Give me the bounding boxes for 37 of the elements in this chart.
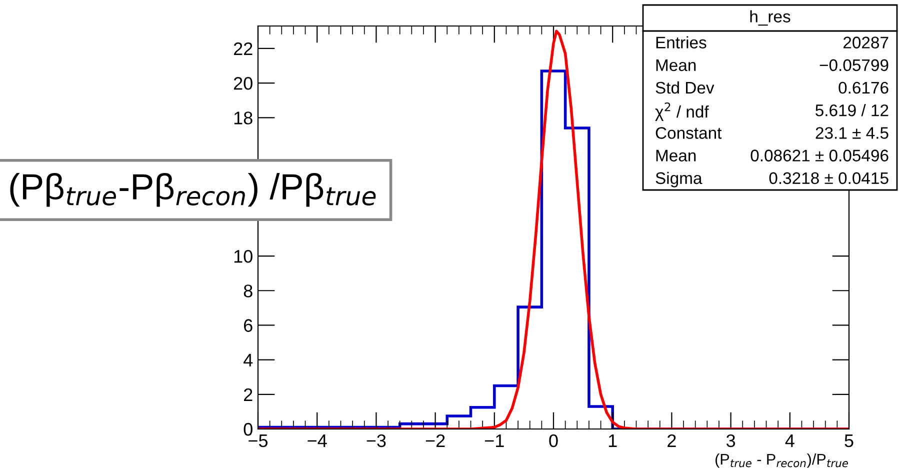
y-tick-label: 0 [244, 422, 252, 436]
y-tick-label: 2 [244, 388, 252, 401]
y-tick-label: 4 [244, 354, 253, 366]
x-tick-label: −1 [485, 434, 504, 447]
annotation: Mean [656, 59, 696, 72]
annotation: (Pβ$_{true}$-Pβ$_{recon}$) /Pβ$_{true}$ [10, 173, 376, 207]
annotation: 0.6176 [838, 82, 888, 94]
x-tick-label: 3 [726, 434, 736, 448]
x-tick-label: 2 [668, 434, 676, 447]
annotation: −0.05799 [820, 59, 888, 72]
annotation: 0.08621 ± 0.05496 [750, 150, 888, 162]
x-tick-label: 5 [844, 434, 854, 448]
annotation: Mean [656, 150, 696, 162]
annotation: 20287 [843, 36, 888, 48]
annotation: Sigma [656, 172, 702, 188]
text: h_res [750, 10, 790, 26]
x-tick-label: 4 [785, 434, 794, 447]
y-tick-label: 20 [234, 77, 252, 90]
x-tick-label: 1 [608, 434, 617, 447]
y-tick-label: 8 [244, 284, 252, 298]
y-tick-label: 22 [234, 42, 252, 56]
annotation: Std Dev [656, 81, 714, 94]
y-tick-label: 10 [234, 250, 252, 263]
x-tick-label: 0 [549, 434, 558, 448]
annotation: 5.619 / 12 [816, 104, 888, 116]
x-tick-label: −2 [426, 434, 445, 447]
y-tick-label: 18 [234, 112, 252, 124]
annotation: Entries [656, 36, 706, 48]
y-tick-label: 6 [244, 319, 252, 332]
annotation: χ$^{2}$ / ndf [655, 102, 709, 121]
x-tick-label: −4 [308, 434, 327, 447]
annotation: 23.1 ± 4.5 [816, 127, 888, 139]
annotation: 0.3218 ± 0.0415 [769, 172, 888, 184]
x-tick-label: −3 [366, 434, 386, 448]
x-tick-label: −5 [248, 434, 268, 448]
x-axis-title: (P$_{true}$ - P$_{recon}$)/P$_{true}$ [716, 453, 848, 468]
annotation: Constant [656, 127, 722, 139]
